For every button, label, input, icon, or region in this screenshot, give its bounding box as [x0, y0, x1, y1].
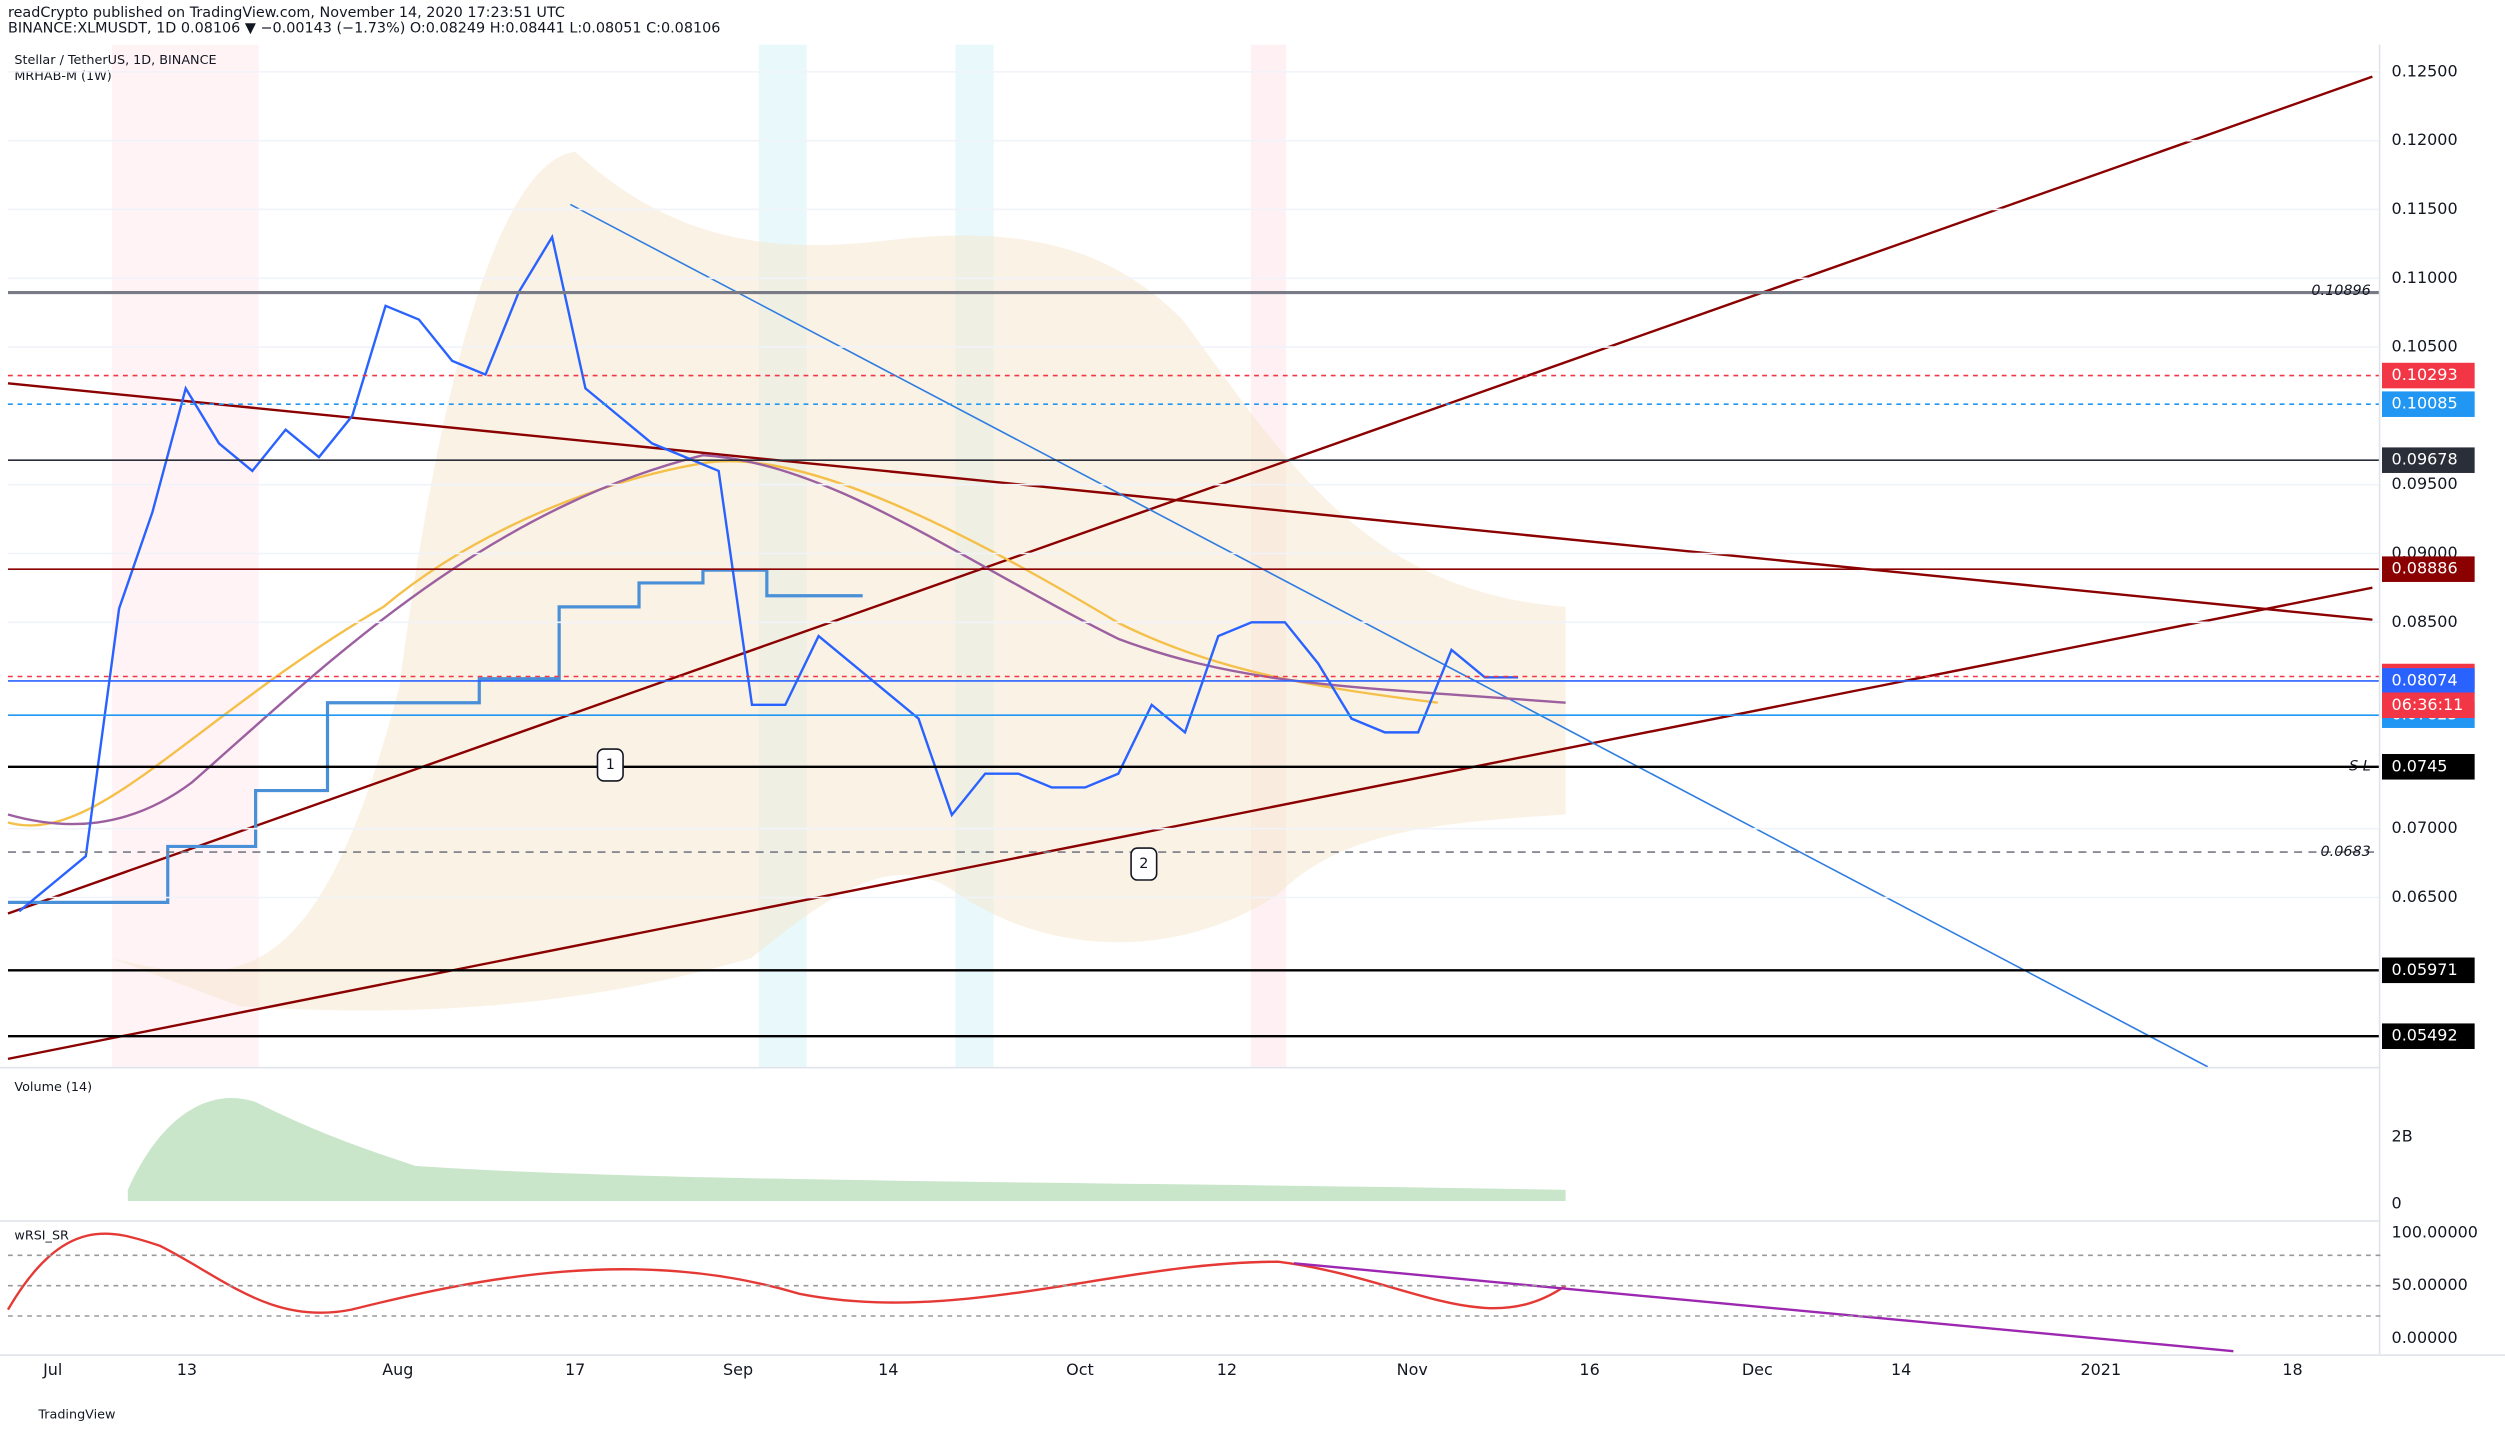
- volume-tick: 0: [2392, 1194, 2402, 1213]
- level-badge: [2381, 668, 2475, 694]
- level-label: 0.0745: [2392, 756, 2448, 775]
- level-badge: [2381, 362, 2475, 389]
- y-tick-label: 0.06500: [2392, 887, 2458, 906]
- level-label: 0.08886: [2392, 559, 2458, 578]
- level-label: 0.09678: [2392, 450, 2458, 469]
- x-tick-label: Dec: [1742, 1360, 1773, 1379]
- x-tick-label: Aug: [382, 1360, 413, 1379]
- countdown-badge: [2381, 692, 2475, 719]
- pair: Stellar / TetherUS, 1D, BINANCE: [14, 53, 216, 68]
- level-badge: [2381, 556, 2475, 582]
- x-tick-label: 2021: [2080, 1360, 2121, 1379]
- y-tick-label: 0.07000: [2392, 818, 2458, 837]
- y-tick-label: 0.09500: [2392, 474, 2458, 493]
- rsi-tick: 100.00000: [2392, 1222, 2478, 1241]
- level-badge: [2381, 1023, 2475, 1049]
- level-label: 0.10293: [2392, 365, 2458, 384]
- x-tick-label: 16: [1579, 1360, 1599, 1379]
- x-tick-label: Oct: [1066, 1360, 1094, 1379]
- callout: [1130, 847, 1158, 881]
- y-tick-label: 0.11000: [2392, 268, 2458, 287]
- y-tick-label: 0.12500: [2392, 61, 2458, 80]
- fib-label: 0.10896: [2311, 283, 2370, 299]
- level-badge: [2381, 391, 2475, 417]
- level-badge: [2381, 754, 2475, 780]
- level-badge: [2381, 447, 2475, 473]
- level-label: 0.05492: [2392, 1026, 2458, 1045]
- y-tick-label: 0.11500: [2392, 199, 2458, 218]
- callout-label: 2: [1139, 856, 1148, 872]
- x-tick-label: 18: [2282, 1360, 2302, 1379]
- x-tick-label: Nov: [1397, 1360, 1428, 1379]
- volume-title: Volume (14): [14, 1080, 92, 1095]
- rsi-title: wRSI_SR: [14, 1229, 69, 1244]
- y-tick-label: 0.08500: [2392, 612, 2458, 631]
- x-tick-label: 17: [565, 1360, 585, 1379]
- price-line: [18, 233, 1519, 913]
- x-tick-label: 14: [1891, 1360, 1911, 1379]
- decorations: [0, 44, 2505, 1356]
- callout: [596, 748, 624, 782]
- callout-label: 1: [606, 757, 615, 773]
- x-tick-label: 13: [177, 1360, 197, 1379]
- publisher: readCrypto published on TradingView.com,…: [8, 5, 565, 21]
- y-tick-label: 0.12000: [2392, 130, 2458, 149]
- countdown: 06:36:11: [2392, 695, 2464, 714]
- level-label: 0.08074: [2392, 670, 2458, 689]
- indicator: MRHAB-M (1W): [14, 69, 111, 84]
- rsi-tick: 50.00000: [2392, 1275, 2468, 1294]
- y-tick-label: 0.10500: [2392, 337, 2458, 356]
- level-badge: [2381, 957, 2475, 984]
- level-label: 0.10085: [2392, 394, 2458, 413]
- x-tick-label: Jul: [42, 1360, 62, 1379]
- rsi-tick: 0.00000: [2392, 1328, 2458, 1347]
- x-tick-label: 14: [878, 1360, 898, 1379]
- volume-tick: 2B: [2392, 1127, 2413, 1146]
- fib-label: 0.0683: [2321, 844, 2371, 860]
- x-tick-label: 12: [1217, 1360, 1237, 1379]
- footer: TradingView: [37, 1408, 115, 1423]
- x-tick-label: Sep: [723, 1360, 753, 1379]
- symbol-line: BINANCE:XLMUSDT, 1D 0.08106 ▼ −0.00143 (…: [8, 21, 720, 37]
- level-label: 0.05971: [2392, 960, 2458, 979]
